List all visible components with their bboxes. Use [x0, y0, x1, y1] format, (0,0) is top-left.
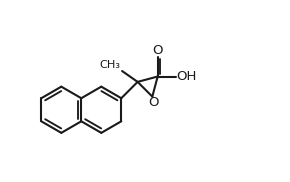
Text: O: O: [153, 44, 163, 57]
Text: OH: OH: [176, 70, 197, 83]
Text: CH₃: CH₃: [100, 60, 121, 70]
Text: O: O: [148, 96, 158, 109]
